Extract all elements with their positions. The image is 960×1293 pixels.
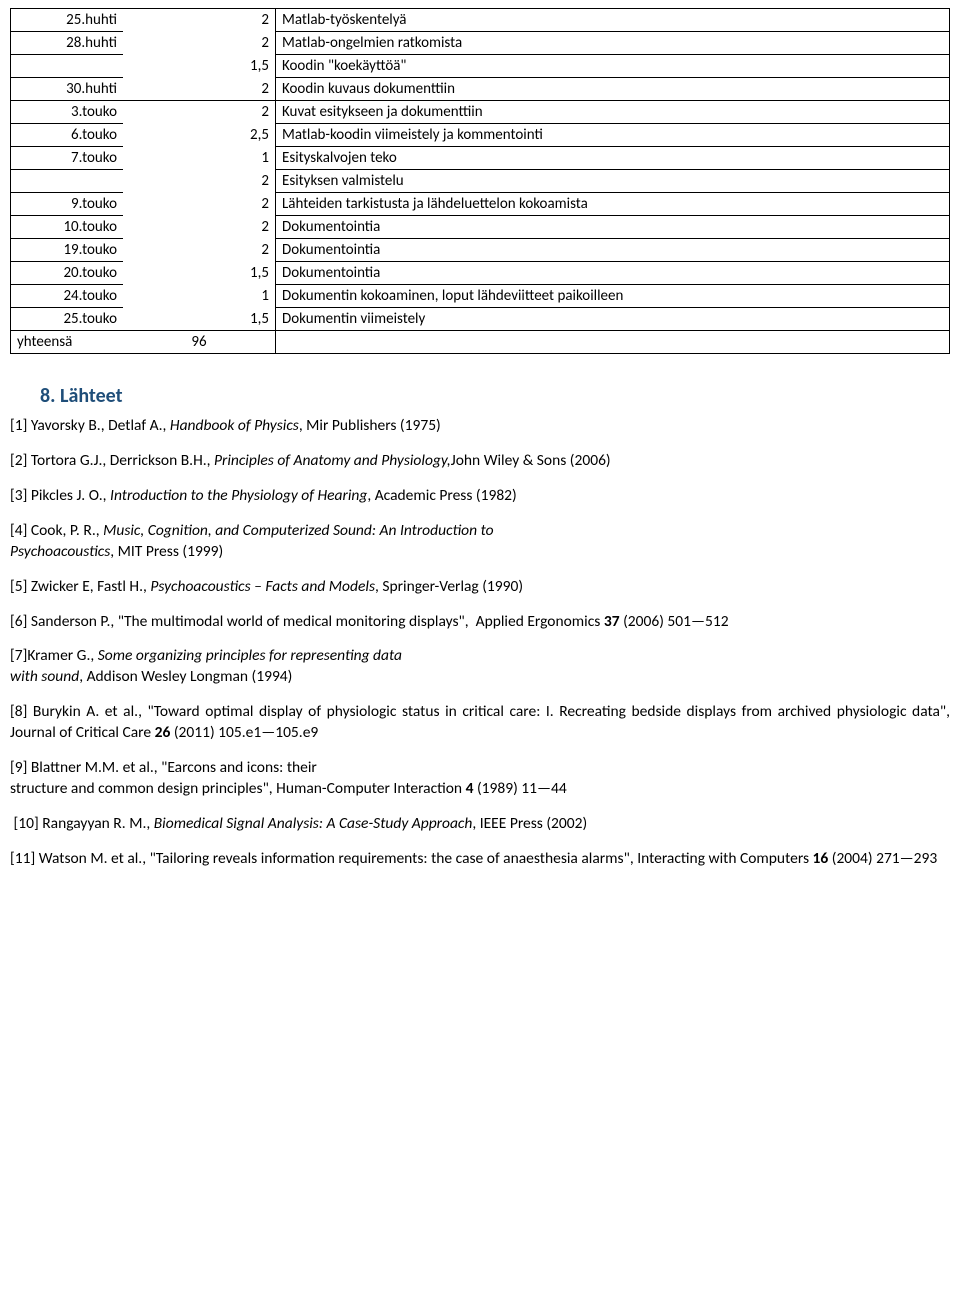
table-row: 24.touko1Dokumentin kokoaminen, loput lä… (11, 285, 950, 308)
desc-cell: Matlab-työskentelyä (276, 9, 950, 32)
desc-cell: Kuvat esitykseen ja dokumenttiin (276, 101, 950, 124)
table-row: 9.touko2Lähteiden tarkistusta ja lähdelu… (11, 193, 950, 216)
desc-cell: Esityskalvojen teko (276, 147, 950, 170)
desc-cell: Dokumentin viimeistely (276, 308, 950, 331)
hours-cell: 1 (123, 147, 276, 170)
hours-cell: 2 (123, 32, 276, 55)
desc-cell: Lähteiden tarkistusta ja lähdeluettelon … (276, 193, 950, 216)
hours-cell: 1,5 (123, 262, 276, 285)
date-cell: 7.touko (11, 147, 124, 170)
total-label: yhteensä (11, 331, 124, 354)
reference-item: [1] Yavorsky B., Detlaf A., Handbook of … (10, 416, 950, 437)
date-cell: 30.huhti (11, 78, 124, 101)
desc-cell: Esityksen valmistelu (276, 170, 950, 193)
reference-item: [5] Zwicker E, Fastl H., Psychoacoustics… (10, 577, 950, 598)
timesheet-body: 25.huhti2Matlab-työskentelyä28.huhti2Mat… (11, 9, 950, 354)
date-cell: 10.touko (11, 216, 124, 239)
hours-cell: 2 (123, 193, 276, 216)
table-row: 10.touko2Dokumentointia (11, 216, 950, 239)
hours-cell: 1 (123, 285, 276, 308)
table-row: 2Esityksen valmistelu (11, 170, 950, 193)
total-value: 96 (123, 331, 276, 354)
table-row: 28.huhti2Matlab-ongelmien ratkomista (11, 32, 950, 55)
date-cell: 9.touko (11, 193, 124, 216)
table-row: 30.huhti2Koodin kuvaus dokumenttiin (11, 78, 950, 101)
desc-cell: Dokumentointia (276, 216, 950, 239)
table-row: 20.touko1,5Dokumentointia (11, 262, 950, 285)
hours-cell: 2 (123, 239, 276, 262)
reference-item: [8] Burykin A. et al., "Toward optimal d… (10, 702, 950, 744)
hours-cell: 2 (123, 170, 276, 193)
desc-cell: Koodin kuvaus dokumenttiin (276, 78, 950, 101)
date-cell: 25.touko (11, 308, 124, 331)
date-cell: 25.huhti (11, 9, 124, 32)
table-row: 3.touko2Kuvat esitykseen ja dokumenttiin (11, 101, 950, 124)
reference-item: [4] Cook, P. R., Music, Cognition, and C… (10, 521, 950, 563)
reference-item: [6] Sanderson P., "The multimodal world … (10, 612, 950, 633)
table-row: 1,5Koodin "koekäyttöä" (11, 55, 950, 78)
hours-cell: 1,5 (123, 308, 276, 331)
desc-cell: Matlab-ongelmien ratkomista (276, 32, 950, 55)
references-list: [1] Yavorsky B., Detlaf A., Handbook of … (10, 416, 950, 870)
reference-item: [11] Watson M. et al., "Tailoring reveal… (10, 849, 950, 870)
desc-cell: Dokumentointia (276, 239, 950, 262)
reference-item: [3] Pikcles J. O., Introduction to the P… (10, 486, 950, 507)
table-row: 6.touko2,5Matlab-koodin viimeistely ja k… (11, 124, 950, 147)
date-cell: 3.touko (11, 101, 124, 124)
date-cell: 28.huhti (11, 32, 124, 55)
date-cell (11, 170, 124, 193)
total-row: yhteensä96 (11, 331, 950, 354)
date-cell: 24.touko (11, 285, 124, 308)
reference-item: [10] Rangayyan R. M., Biomedical Signal … (10, 814, 950, 835)
date-cell: 19.touko (11, 239, 124, 262)
table-row: 25.touko1,5Dokumentin viimeistely (11, 308, 950, 331)
hours-cell: 2 (123, 101, 276, 124)
desc-cell: Matlab-koodin viimeistely ja kommentoint… (276, 124, 950, 147)
total-empty (276, 331, 950, 354)
reference-item: [9] Blattner M.M. et al., "Earcons and i… (10, 758, 950, 800)
date-cell: 6.touko (11, 124, 124, 147)
hours-cell: 1,5 (123, 55, 276, 78)
hours-cell: 2 (123, 216, 276, 239)
table-row: 19.touko2Dokumentointia (11, 239, 950, 262)
timesheet-table: 25.huhti2Matlab-työskentelyä28.huhti2Mat… (10, 8, 950, 354)
desc-cell: Koodin "koekäyttöä" (276, 55, 950, 78)
desc-cell: Dokumentin kokoaminen, loput lähdeviitte… (276, 285, 950, 308)
reference-item: [2] Tortora G.J., Derrickson B.H., Princ… (10, 451, 950, 472)
hours-cell: 2,5 (123, 124, 276, 147)
hours-cell: 2 (123, 78, 276, 101)
section-heading: 8. Lähteet (40, 384, 950, 408)
date-cell: 20.touko (11, 262, 124, 285)
date-cell (11, 55, 124, 78)
table-row: 7.touko1Esityskalvojen teko (11, 147, 950, 170)
hours-cell: 2 (123, 9, 276, 32)
reference-item: [7]Kramer G., Some organizing principles… (10, 646, 950, 688)
desc-cell: Dokumentointia (276, 262, 950, 285)
table-row: 25.huhti2Matlab-työskentelyä (11, 9, 950, 32)
